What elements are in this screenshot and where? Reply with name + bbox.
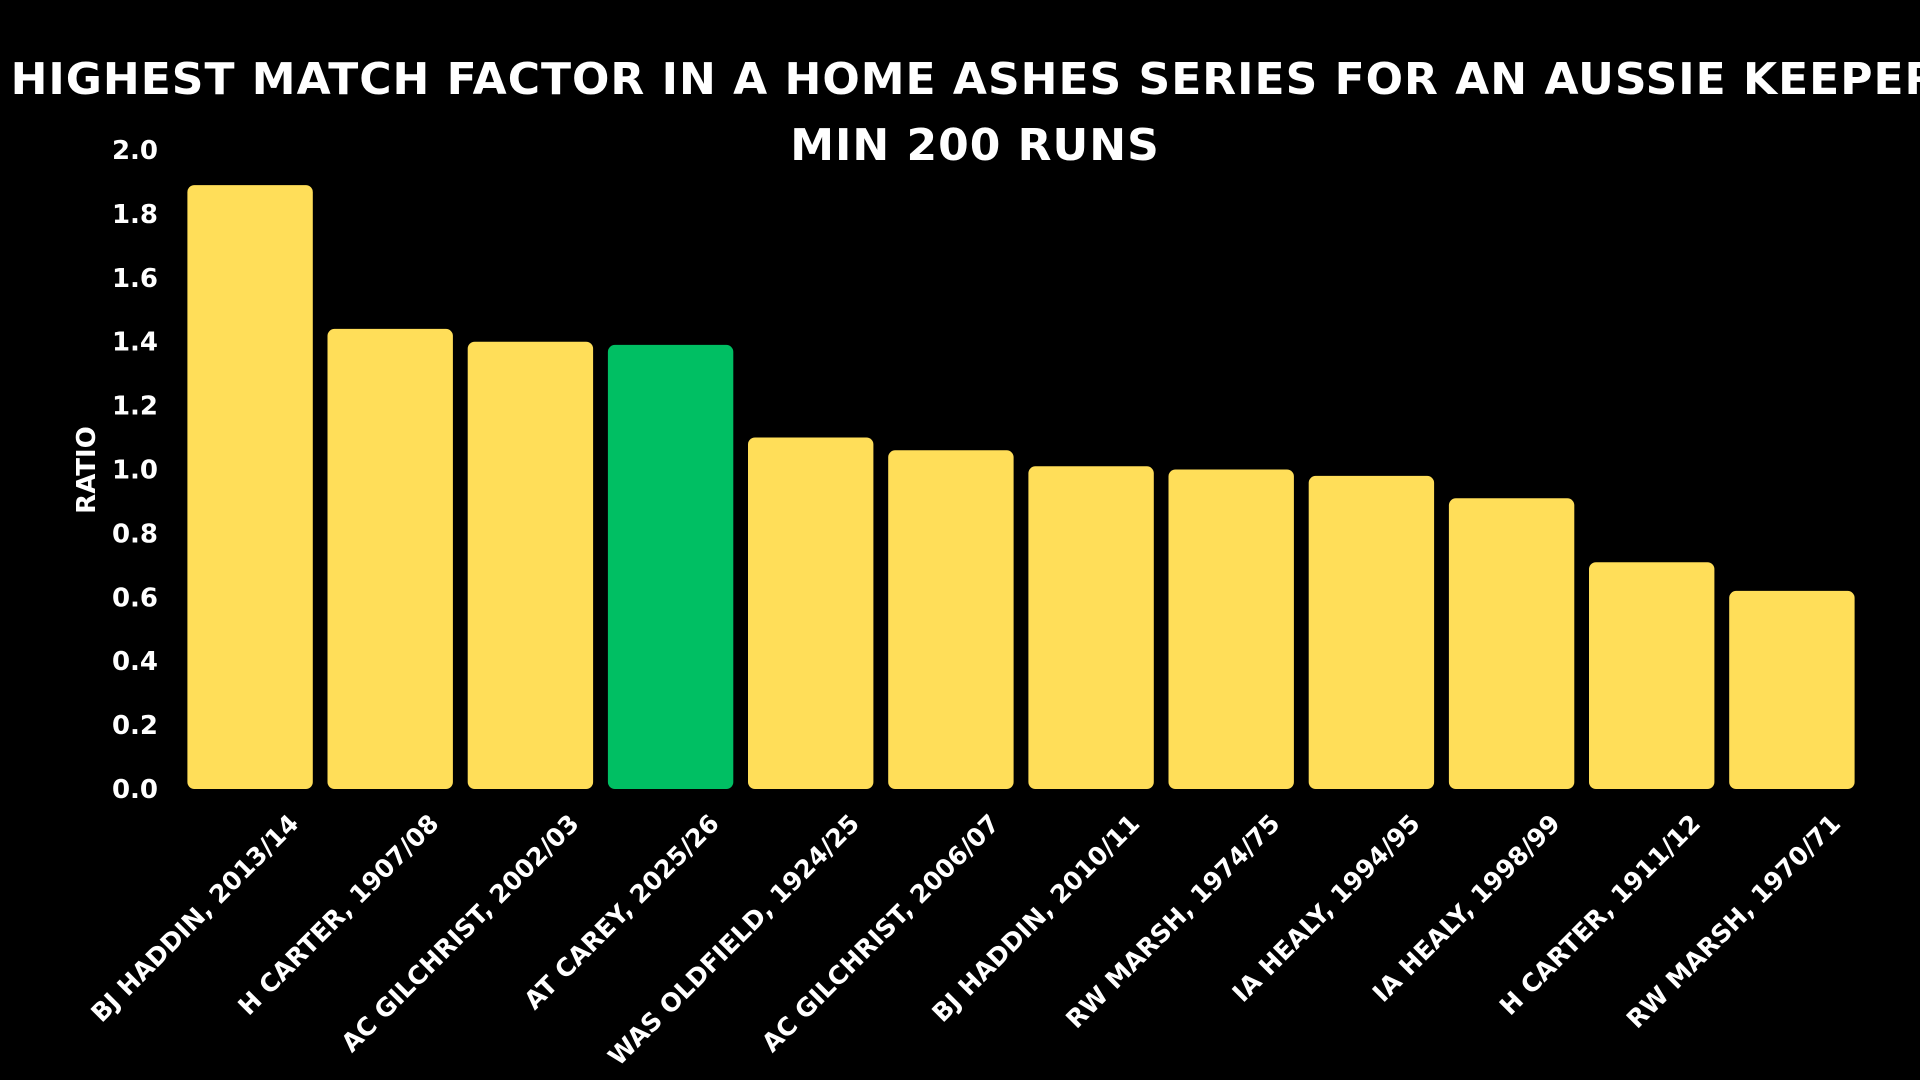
bar bbox=[607, 344, 734, 789]
y-tick-label: 1.6 bbox=[112, 264, 158, 294]
bar bbox=[467, 341, 594, 789]
y-tick-label: 1.4 bbox=[112, 328, 158, 358]
y-tick-label: 2.0 bbox=[112, 136, 158, 166]
x-category-label: AC GILCHRIST, 2006/07 bbox=[756, 809, 1005, 1058]
bar bbox=[1729, 590, 1855, 789]
y-tick-label: 1.0 bbox=[112, 456, 158, 486]
y-tick-label: 1.8 bbox=[112, 200, 158, 230]
y-tick-label: 0.8 bbox=[112, 519, 158, 549]
x-category-label: AC GILCHRIST, 2002/03 bbox=[336, 809, 585, 1058]
bar bbox=[1448, 498, 1575, 789]
y-tick-label: 0.6 bbox=[112, 583, 158, 613]
bar bbox=[1168, 469, 1294, 789]
bar bbox=[1308, 475, 1435, 789]
bar bbox=[327, 328, 453, 789]
bar bbox=[1589, 562, 1715, 789]
y-axis-title: RATIO bbox=[72, 426, 102, 514]
y-tick-label: 1.2 bbox=[112, 392, 158, 422]
chart-subtitle: MIN 200 RUNS bbox=[790, 120, 1160, 171]
x-category-label: WAS OLDFIELD, 1924/25 bbox=[602, 809, 865, 1072]
chart-title: HIGHEST MATCH FACTOR IN A HOME ASHES SER… bbox=[11, 54, 1920, 105]
y-tick-label: 0.0 bbox=[112, 775, 158, 805]
bar bbox=[888, 450, 1014, 789]
y-axis-ticks: 0.0 0.2 0.4 0.6 0.8 1.0 1.2 1.4 1.6 1.8 2.0 bbox=[112, 136, 158, 805]
bar bbox=[748, 437, 874, 789]
y-tick-label: 0.4 bbox=[112, 647, 158, 677]
bars-group bbox=[187, 185, 1855, 790]
bar bbox=[187, 185, 313, 790]
bar bbox=[1028, 466, 1154, 789]
y-tick-label: 0.2 bbox=[112, 711, 158, 741]
